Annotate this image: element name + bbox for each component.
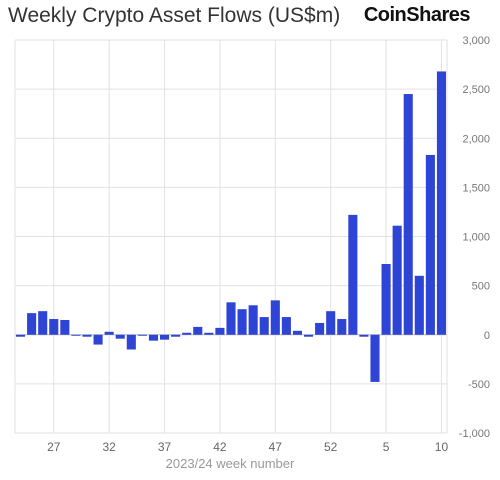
bar-week-37 (159, 334, 170, 340)
bar-week-9 (425, 154, 435, 335)
bar-week-44 (237, 309, 247, 335)
bar-week-50 (303, 334, 314, 337)
y-tick-label: 1,000 (462, 232, 490, 244)
x-tick-label: 5 (383, 440, 390, 454)
bar-week-7 (403, 94, 413, 335)
bar-week-41 (204, 332, 214, 335)
bar-week-40 (193, 326, 203, 335)
y-tick-label: 0 (484, 330, 490, 342)
bar-week-10 (436, 71, 447, 335)
chart-bars (15, 71, 447, 382)
coinshares-logo: CoinShares (363, 4, 471, 26)
chart-grid (14, 39, 448, 434)
y-axis-ticks: -1,000 -500 0 500 1,000 1,500 2,000 2,500 3,000 (459, 35, 490, 440)
bar-week-32 (104, 331, 114, 335)
y-tick-label: -1,000 (459, 428, 490, 440)
chart-title: Weekly Crypto Asset Flows (US$m) (8, 4, 341, 27)
x-tick-label: 47 (269, 440, 283, 454)
bar-week-1 (337, 319, 347, 335)
bar-week-52 (326, 311, 336, 335)
bar-week-29 (71, 334, 81, 336)
x-tick-label: 32 (102, 440, 116, 454)
bar-week-36 (148, 334, 159, 341)
y-tick-label: -500 (468, 379, 490, 391)
x-tick-label: 27 (47, 440, 61, 454)
bar-week-35 (137, 334, 147, 336)
bar-week-30 (82, 334, 92, 337)
bar-week-25 (27, 313, 37, 335)
y-tick-label: 500 (472, 281, 490, 293)
y-tick-label: 3,000 (462, 35, 490, 47)
bar-week-24 (15, 334, 26, 337)
bar-week-51 (315, 322, 325, 335)
y-tick-label: 2,000 (462, 133, 490, 145)
bar-week-46 (259, 317, 269, 335)
bar-week-26 (38, 311, 48, 335)
bar-week-3 (359, 334, 369, 337)
x-tick-label: 37 (158, 440, 172, 454)
y-tick-label: 2,500 (462, 84, 490, 96)
bar-week-6 (392, 225, 402, 335)
bar-week-33 (115, 334, 125, 339)
bar-week-45 (248, 305, 258, 335)
bar-week-47 (270, 300, 280, 335)
bar-week-31 (93, 334, 103, 345)
bar-week-28 (60, 320, 70, 335)
bar-week-49 (292, 330, 303, 335)
bar-week-48 (281, 317, 291, 335)
x-tick-label: 42 (213, 440, 227, 454)
bar-week-34 (126, 334, 136, 350)
bar-week-8 (414, 275, 424, 335)
bar-week-4 (370, 334, 380, 382)
bar-week-43 (226, 302, 236, 335)
x-axis-ticks: 27 32 37 42 47 52 5 10 (47, 440, 448, 454)
bar-week-2 (348, 214, 358, 335)
x-tick-label: 52 (324, 440, 338, 454)
bar-week-39 (182, 332, 192, 335)
x-tick-label: 10 (435, 440, 449, 454)
bar-week-38 (171, 334, 181, 337)
x-axis-label: 2023/24 week number (166, 456, 295, 471)
y-tick-label: 1,500 (462, 182, 490, 194)
bar-week-5 (381, 264, 391, 335)
bar-week-27 (49, 319, 59, 335)
bar-week-42 (215, 327, 225, 335)
